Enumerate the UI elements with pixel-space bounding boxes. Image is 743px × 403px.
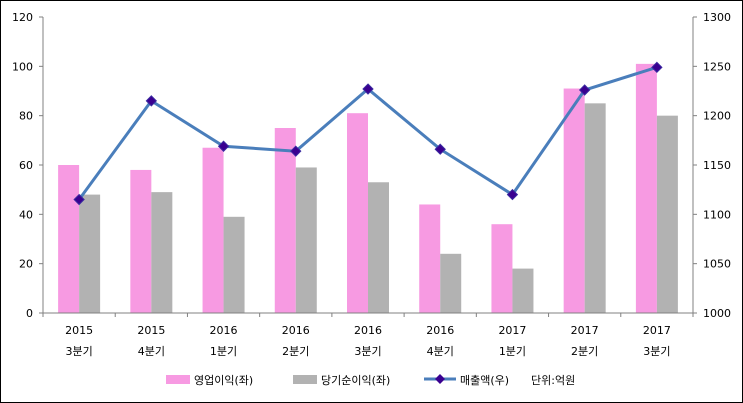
right-tick-label: 1150 (703, 159, 731, 172)
legend-label-net-income: 당기순이익(좌) (321, 374, 390, 387)
legend-label-revenue: 매출액(우) (460, 374, 509, 387)
x-tick-label-quarter: 3분기 (354, 345, 381, 358)
bar-operating-profit (635, 63, 657, 313)
right-tick-label: 1200 (703, 110, 731, 123)
bar-operating-profit (347, 113, 368, 313)
revenue-marker (434, 143, 446, 155)
x-tick-label-quarter: 1분기 (210, 345, 237, 358)
bar-operating-profit (202, 147, 224, 313)
bar-net-income (368, 182, 389, 313)
bar-operating-profit (419, 204, 441, 313)
revenue-marker (217, 140, 230, 152)
revenue-marker (290, 145, 302, 157)
legend-label-operating-profit: 영업이익(좌) (194, 374, 253, 387)
x-tick-label-year: 2016 (282, 324, 310, 337)
x-tick-label-quarter: 3분기 (643, 345, 670, 358)
left-tick-label: 120 (12, 11, 33, 24)
left-tick-label: 20 (19, 258, 33, 271)
left-tick-label: 80 (19, 110, 33, 123)
bar-net-income (295, 167, 317, 313)
legend-marker-revenue (435, 374, 445, 384)
left-tick-label: 60 (19, 159, 33, 172)
x-tick-label-quarter: 4분기 (427, 345, 454, 358)
x-tick-label-year: 2017 (571, 324, 599, 337)
bar-net-income (512, 268, 534, 313)
x-tick-label-quarter: 4분기 (138, 345, 165, 358)
left-tick-label: 40 (19, 208, 33, 221)
revenue-marker (578, 84, 591, 96)
bar-operating-profit (274, 128, 296, 313)
x-tick-label-quarter: 3분기 (65, 345, 92, 358)
bar-net-income (223, 216, 245, 313)
revenue-marker (73, 193, 85, 206)
revenue-marker (651, 61, 663, 74)
x-tick-label-quarter: 2분기 (282, 345, 309, 358)
x-tick-label-year: 2016 (210, 324, 238, 337)
right-tick-label: 1050 (703, 258, 731, 271)
bar-net-income (440, 253, 462, 313)
legend-swatch-net-income (293, 375, 317, 384)
right-tick-label: 1100 (703, 208, 731, 221)
bar-net-income (79, 194, 101, 313)
left-tick-label: 0 (26, 307, 33, 320)
bar-operating-profit (491, 224, 513, 313)
x-tick-label-quarter: 1분기 (499, 345, 526, 358)
bar-net-income (584, 103, 606, 313)
left-tick-label: 100 (12, 60, 33, 73)
revenue-marker (506, 188, 519, 201)
right-tick-label: 1300 (703, 11, 731, 24)
x-tick-label-year: 2016 (426, 324, 454, 337)
revenue-marker (362, 83, 374, 95)
revenue-marker (145, 95, 158, 107)
x-tick-label-year: 2017 (643, 324, 671, 337)
bar-operating-profit (130, 169, 152, 313)
unit-note: 단위:억원 (531, 374, 575, 387)
legend-swatch-operating-profit (166, 375, 190, 384)
bar-operating-profit (58, 165, 80, 313)
bar-net-income (656, 115, 678, 314)
right-tick-label: 1250 (703, 60, 731, 73)
x-tick-label-quarter: 2분기 (571, 345, 598, 358)
bar-operating-profit (563, 88, 585, 314)
right-tick-label: 1000 (703, 307, 731, 320)
x-tick-label-year: 2015 (137, 324, 165, 337)
x-tick-label-year: 2017 (498, 324, 526, 337)
bar-net-income (151, 192, 173, 313)
x-tick-label-year: 2015 (65, 324, 93, 337)
x-tick-label-year: 2016 (354, 324, 382, 337)
